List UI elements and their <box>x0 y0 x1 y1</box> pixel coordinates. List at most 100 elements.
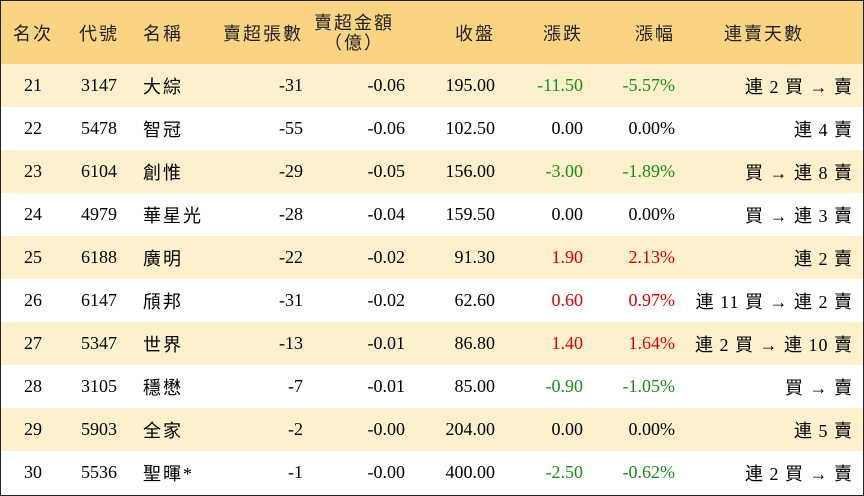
cell-net-lots: -29 <box>279 161 303 181</box>
cell-net-lots: -28 <box>279 204 303 224</box>
table-row[interactable]: 26 6147 頎邦 -31 -0.02 62.60 0.60 0.97% 連 11 買 → 連… <box>1 279 863 322</box>
cell-code: 6188 <box>81 247 117 267</box>
cell-change: 1.90 <box>551 247 584 267</box>
table-row[interactable]: 22 5478 智冠 -55 -0.06 102.50 0.00 0.00% 連 4 賣 <box>1 107 863 150</box>
cell-net-lots: -55 <box>279 118 303 138</box>
cell-net-lots: -31 <box>279 75 303 95</box>
table-row[interactable]: 23 6104 創惟 -29 -0.05 156.00 -3.00 -1.89% 買 → 連 8… <box>1 150 863 193</box>
cell-close: 62.60 <box>454 290 496 310</box>
cell-change-pct: 0.00% <box>628 419 676 439</box>
cell-close: 204.00 <box>445 419 496 439</box>
cell-name: 大綜 <box>143 76 183 97</box>
cell-streak: 買 → 賣 <box>785 377 853 398</box>
cell-change: 0.00 <box>551 419 584 439</box>
table-header-row: 名次 代號 名稱 賣超張數 賣超金額 （億） 收盤 漲跌 漲幅 連賣天數 <box>1 1 863 64</box>
cell-net-amount: -0.00 <box>367 462 406 482</box>
cell-net-amount: -0.04 <box>367 204 406 224</box>
cell-name: 聖暉* <box>143 463 194 484</box>
cell-change-pct: -0.62% <box>622 462 676 482</box>
cell-rank: 30 <box>24 462 42 482</box>
cell-rank: 21 <box>24 75 42 95</box>
cell-rank: 24 <box>24 204 42 224</box>
cell-streak: 買 → 連 8 賣 <box>745 162 853 183</box>
header-name: 名稱 <box>143 23 183 44</box>
cell-net-amount: -0.02 <box>367 247 406 267</box>
cell-streak: 買 → 連 3 賣 <box>745 205 853 226</box>
cell-change-pct: 0.00% <box>628 118 676 138</box>
cell-close: 86.80 <box>454 333 496 353</box>
cell-net-amount: -0.02 <box>367 290 406 310</box>
header-net-amount-unit: （億） <box>324 32 384 53</box>
table-row[interactable]: 24 4979 華星光 -28 -0.04 159.50 0.00 0.00% 買 → 連 3 … <box>1 193 863 236</box>
cell-streak: 連 2 賣 <box>794 248 853 269</box>
cell-close: 91.30 <box>454 247 496 267</box>
table-row[interactable]: 21 3147 大綜 -31 -0.06 195.00 -11.50 -5.57% 連 2 買 … <box>1 64 863 107</box>
cell-code: 5478 <box>81 118 117 138</box>
cell-name: 創惟 <box>143 162 183 183</box>
cell-code: 4979 <box>81 204 117 224</box>
cell-net-amount: -0.01 <box>367 376 406 396</box>
cell-name: 穩懋 <box>143 377 183 398</box>
cell-name: 廣明 <box>143 248 183 269</box>
header-change: 漲跌 <box>543 23 583 44</box>
header-net-amount: 賣超金額 （億） <box>303 1 405 64</box>
cell-close: 102.50 <box>445 118 496 138</box>
cell-change-pct: 1.64% <box>628 333 676 353</box>
cell-net-amount: -0.01 <box>367 333 406 353</box>
cell-code: 5903 <box>81 419 117 439</box>
header-net-lots: 賣超張數 <box>223 23 303 44</box>
cell-streak: 連 2 買 → 賣 <box>745 463 853 484</box>
cell-change: 0.00 <box>551 118 584 138</box>
cell-net-lots: -2 <box>288 419 303 439</box>
cell-rank: 26 <box>24 290 42 310</box>
cell-code: 5347 <box>81 333 117 353</box>
cell-net-lots: -31 <box>279 290 303 310</box>
cell-change-pct: 0.97% <box>628 290 676 310</box>
cell-rank: 22 <box>24 118 42 138</box>
cell-rank: 23 <box>24 161 42 181</box>
table-row[interactable]: 25 6188 廣明 -22 -0.02 91.30 1.90 2.13% 連 2 賣 <box>1 236 863 279</box>
header-rank: 名次 <box>13 23 53 44</box>
cell-change: -2.50 <box>545 462 584 482</box>
cell-close: 159.50 <box>445 204 496 224</box>
cell-name: 頎邦 <box>143 291 183 312</box>
cell-rank: 29 <box>24 419 42 439</box>
cell-change-pct: -5.57% <box>622 75 676 95</box>
header-change-pct: 漲幅 <box>635 23 675 44</box>
table-row[interactable]: 28 3105 穩懋 -7 -0.01 85.00 -0.90 -1.05% 買 → 賣 <box>1 365 863 408</box>
table-row[interactable]: 30 5536 聖暉* -1 -0.00 400.00 -2.50 -0.62% 連 2 買 →… <box>1 451 863 494</box>
cell-change: -0.90 <box>545 376 584 396</box>
header-close: 收盤 <box>455 23 495 44</box>
cell-close: 195.00 <box>445 75 496 95</box>
table-row[interactable]: 29 5903 全家 -2 -0.00 204.00 0.00 0.00% 連 5 賣 <box>1 408 863 451</box>
cell-net-amount: -0.06 <box>367 118 406 138</box>
cell-net-amount: -0.05 <box>367 161 406 181</box>
cell-change: -3.00 <box>545 161 584 181</box>
cell-close: 85.00 <box>454 376 496 396</box>
cell-code: 6104 <box>81 161 117 181</box>
cell-change-pct: 0.00% <box>628 204 676 224</box>
cell-streak: 連 2 買 → 賣 <box>745 76 853 97</box>
cell-rank: 28 <box>24 376 42 396</box>
cell-change-pct: -1.05% <box>622 376 676 396</box>
cell-net-lots: -7 <box>288 376 303 396</box>
cell-streak: 連 2 買 → 連 10 賣 <box>695 334 853 355</box>
cell-name: 華星光 <box>143 205 203 226</box>
cell-change: 0.00 <box>551 204 584 224</box>
cell-code: 5536 <box>81 462 117 482</box>
cell-change: -11.50 <box>537 75 583 95</box>
cell-streak: 連 4 賣 <box>794 119 853 140</box>
cell-net-lots: -22 <box>279 247 303 267</box>
cell-change: 0.60 <box>551 290 584 310</box>
table-row[interactable]: 27 5347 世界 -13 -0.01 86.80 1.40 1.64% 連 2 買 → 連 … <box>1 322 863 365</box>
header-code: 代號 <box>79 23 119 44</box>
cell-change-pct: -1.89% <box>622 161 676 181</box>
cell-net-lots: -13 <box>279 333 303 353</box>
cell-rank: 25 <box>24 247 42 267</box>
cell-change-pct: 2.13% <box>628 247 676 267</box>
cell-net-amount: -0.00 <box>367 419 406 439</box>
cell-streak: 連 11 買 → 連 2 賣 <box>695 291 853 312</box>
cell-close: 156.00 <box>445 161 496 181</box>
cell-net-amount: -0.06 <box>367 75 406 95</box>
